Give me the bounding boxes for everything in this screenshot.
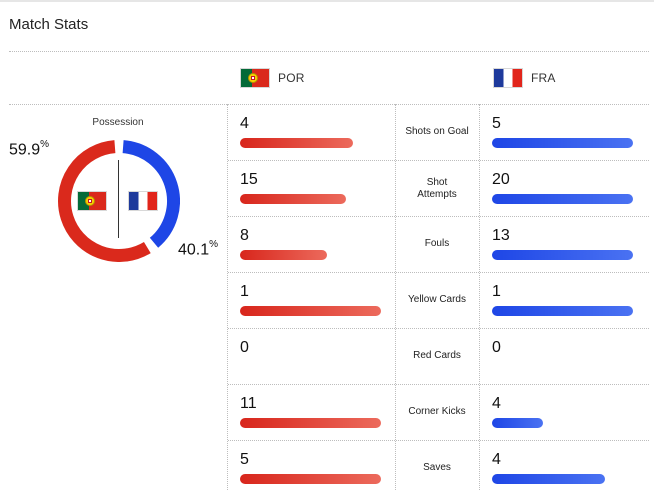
stat-home-bar: [240, 194, 346, 204]
stat-away-value: 0: [492, 339, 501, 356]
stat-away-value: 4: [492, 451, 501, 468]
donut-center-divider: [118, 160, 119, 238]
column-divider-mid-right: [479, 104, 480, 490]
stat-away-bar: [492, 474, 605, 484]
stat-label: Yellow Cards: [408, 294, 466, 305]
possession-home-arc: [58, 140, 151, 262]
france-flag-icon: [493, 68, 523, 88]
stat-away-value: 1: [492, 283, 501, 300]
stat-away-value: 5: [492, 115, 501, 132]
stat-home-value: 15: [240, 171, 258, 188]
stat-home-value: 4: [240, 115, 249, 132]
stat-away-bar: [492, 250, 633, 260]
stat-away-value: 4: [492, 395, 501, 412]
team-home-code: POR: [278, 71, 305, 85]
header-divider: [9, 51, 649, 52]
column-divider-left: [227, 104, 228, 490]
stat-away-value: 20: [492, 171, 510, 188]
team-away-code: FRA: [531, 71, 556, 85]
stats-top-divider: [9, 104, 649, 105]
stat-home-value: 0: [240, 339, 249, 356]
portugal-flag-icon: [77, 191, 107, 211]
stat-home-value: 5: [240, 451, 249, 468]
stat-home-value: 11: [240, 395, 257, 412]
stat-label: Shot Attempts: [417, 177, 457, 200]
stat-label: Saves: [423, 462, 451, 473]
stat-away-value: 13: [492, 227, 510, 244]
top-border: [0, 0, 654, 2]
stat-away-bar: [492, 138, 633, 148]
stat-away-bar: [492, 194, 633, 204]
stat-home-bar: [240, 138, 353, 148]
team-header-home: POR: [240, 67, 305, 89]
possession-away-value: 40.1%: [178, 239, 219, 259]
stat-row-divider: [228, 216, 649, 217]
stat-away-bar: [492, 306, 633, 316]
portugal-flag-icon: [240, 68, 270, 88]
stat-label: Fouls: [424, 238, 450, 249]
stat-home-bar: [240, 306, 381, 316]
stat-home-value: 8: [240, 227, 249, 244]
possession-label: Possession: [92, 117, 144, 128]
stat-label: Red Cards: [413, 350, 461, 361]
stat-row-divider: [228, 384, 649, 385]
stat-row-divider: [228, 160, 649, 161]
stat-home-bar: [240, 250, 327, 260]
stat-away-bar: [492, 418, 543, 428]
france-flag-icon: [128, 191, 158, 211]
column-divider-mid-left: [395, 104, 396, 490]
stat-row-divider: [228, 272, 649, 273]
stat-label: Corner Kicks: [408, 406, 466, 417]
possession-away-arc: [122, 140, 180, 248]
stat-home-bar: [240, 474, 381, 484]
stat-row-divider: [228, 328, 649, 329]
possession-home-value: 59.9%: [9, 139, 50, 159]
page-title: Match Stats: [9, 16, 89, 33]
stat-label: Shots on Goal: [405, 126, 469, 137]
stat-row-divider: [228, 440, 649, 441]
stat-home-bar: [240, 418, 381, 428]
stat-home-value: 1: [240, 283, 249, 300]
team-header-away: FRA: [493, 67, 556, 89]
possession-donut-chart: [58, 140, 180, 262]
